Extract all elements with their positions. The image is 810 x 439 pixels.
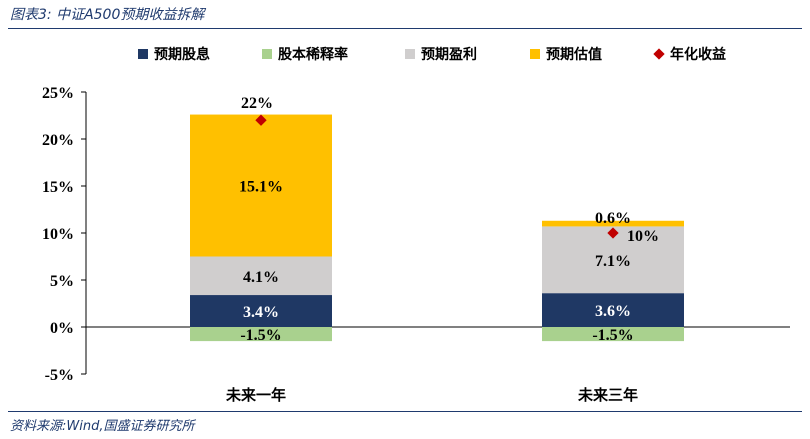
- data-label: -1.5%: [240, 327, 281, 344]
- bar-segment: [190, 256, 332, 296]
- category-label: 未来三年: [577, 386, 638, 404]
- data-label: 3.4%: [243, 304, 279, 321]
- data-label: -1.5%: [592, 327, 633, 344]
- marker-point: [607, 227, 619, 239]
- y-tick-label: 0%: [50, 320, 74, 337]
- legend-swatch: [262, 49, 272, 59]
- data-labels: 3.4% -1.5% 4.1% 15.1% 22% 3.6% -1.5% 7.1% 0.6%10…: [239, 95, 659, 344]
- bar-segment: [542, 220, 684, 227]
- category-label: 未来一年: [225, 386, 286, 404]
- y-tick-label: 15%: [42, 179, 74, 196]
- x-axis: 未来一年 未来三年: [225, 386, 638, 404]
- bar-segment: [190, 327, 332, 342]
- legend-swatch: [530, 49, 540, 59]
- legend-label: 年化收益: [670, 46, 726, 63]
- legend-swatch: [405, 49, 415, 59]
- bars: [190, 114, 684, 342]
- data-label: 0.6%: [595, 210, 631, 227]
- y-tick-label: 25%: [42, 85, 74, 102]
- data-label: 7.1%: [595, 253, 631, 270]
- y-tick-label: -5%: [45, 367, 74, 384]
- bar-segment: [190, 295, 332, 327]
- legend-swatch: [653, 48, 665, 60]
- data-label: 4.1%: [243, 269, 279, 286]
- y-tick-label: 10%: [42, 226, 74, 243]
- bar-segment: [542, 327, 684, 342]
- y-tick-label: 20%: [42, 132, 74, 149]
- legend-swatch: [138, 49, 148, 59]
- marker-label: 10%: [627, 228, 659, 245]
- chart-title: 图表3: 中证A500预期收益拆解: [10, 7, 205, 23]
- source-note: 资料来源:Wind,国盛证券研究所: [10, 419, 195, 434]
- bar-segment: [190, 114, 332, 257]
- legend-label: 预期盈利: [421, 46, 477, 63]
- marker-label: 22%: [241, 95, 273, 112]
- y-tick-label: 5%: [50, 273, 74, 290]
- data-label: 15.1%: [239, 179, 283, 196]
- legend-label: 预期估值: [546, 46, 602, 63]
- legend-label: 预期股息: [154, 46, 210, 63]
- legend-label: 股本稀释率: [278, 46, 348, 63]
- footer-divider: [8, 411, 802, 412]
- data-label: 3.6%: [595, 303, 631, 320]
- title-divider: [8, 28, 802, 29]
- bar-segment: [542, 293, 684, 327]
- legend: 预期股息 股本稀释率 预期盈利 预期估值 年化收益: [138, 46, 726, 63]
